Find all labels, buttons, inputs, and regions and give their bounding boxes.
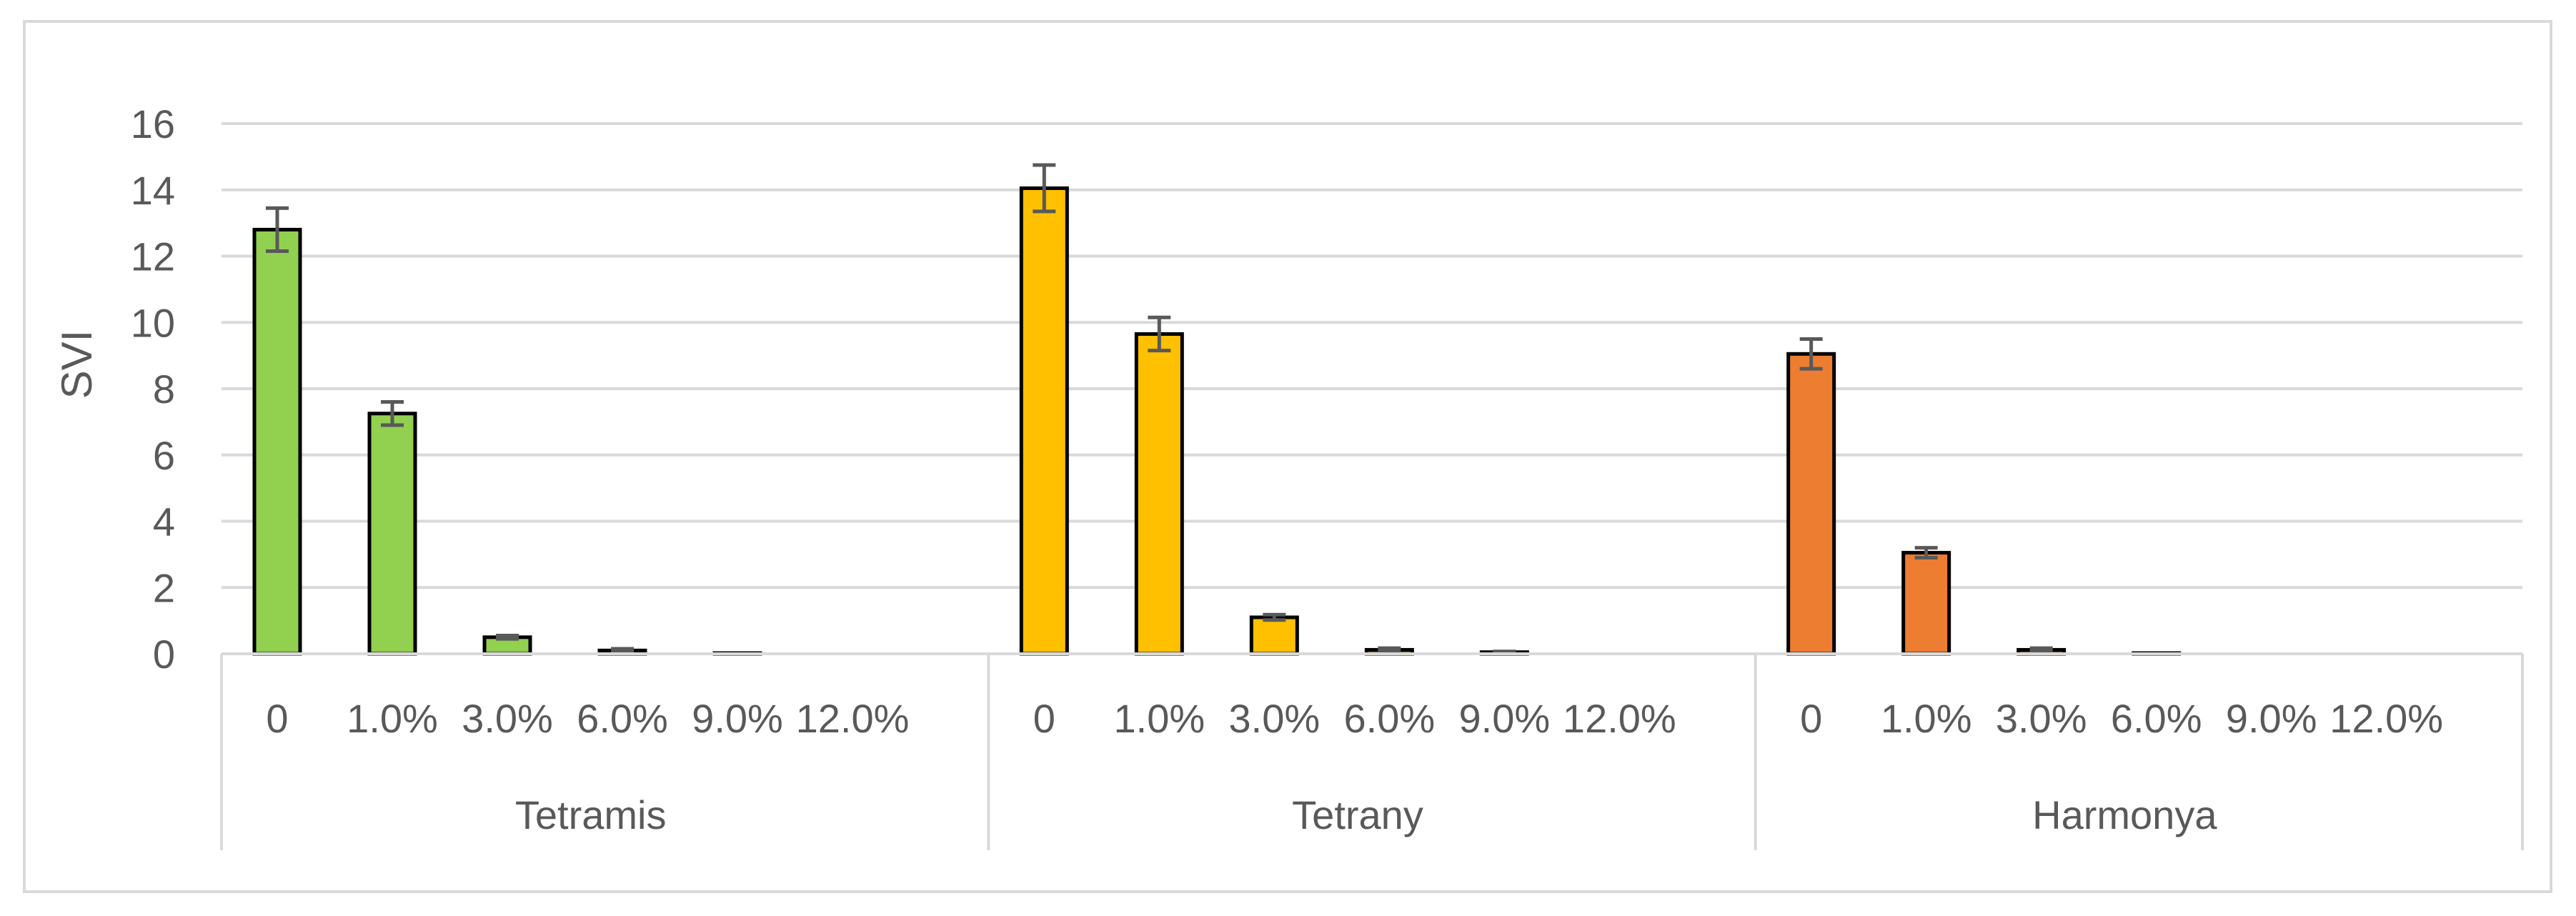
x-tick-label: 12.0% xyxy=(796,696,910,741)
x-tick-label: 3.0% xyxy=(462,696,553,741)
x-axis-group-labels: Tetramis Tetrany Harmonya xyxy=(515,792,2217,837)
y-axis-label: SVI xyxy=(53,330,101,399)
bar xyxy=(1019,186,1069,656)
error-bars xyxy=(266,163,2053,655)
x-tick-label: 3.0% xyxy=(1229,696,1321,741)
y-tick-label: 14 xyxy=(131,168,175,213)
y-tick-label: 6 xyxy=(153,433,175,478)
group-label: Harmonya xyxy=(2032,792,2217,837)
bars xyxy=(252,186,2182,656)
y-tick-label: 8 xyxy=(153,367,175,412)
x-tick-label: 12.0% xyxy=(2329,696,2443,741)
y-tick-label: 10 xyxy=(131,300,175,345)
bar xyxy=(367,412,417,656)
gridlines xyxy=(222,122,2522,589)
y-axis-ticks: 0 2 4 6 8 10 12 14 16 xyxy=(131,101,175,677)
x-tick-label: 0 xyxy=(1033,696,1055,741)
bar xyxy=(1786,352,1836,656)
x-tick-label: 1.0% xyxy=(347,696,438,741)
x-tick-label: 3.0% xyxy=(1996,696,2087,741)
x-tick-label: 12.0% xyxy=(1563,696,1676,741)
bar xyxy=(1901,551,1951,656)
x-tick-label: 6.0% xyxy=(1344,696,1436,741)
y-tick-label: 2 xyxy=(153,565,175,610)
x-tick-label: 6.0% xyxy=(2111,696,2202,741)
x-axis xyxy=(220,652,2524,850)
x-tick-label: 6.0% xyxy=(577,696,668,741)
group-label: Tetrany xyxy=(1292,792,1423,837)
bar xyxy=(252,227,302,656)
group-label: Tetramis xyxy=(515,792,667,837)
x-tick-label: 9.0% xyxy=(1459,696,1551,741)
bar xyxy=(1249,615,1299,656)
x-tick-label: 1.0% xyxy=(1114,696,1205,741)
bar xyxy=(1134,332,1184,656)
x-axis-tick-labels: 0 1.0% 3.0% 6.0% 9.0% 12.0% 0 1.0% 3.0% 6.0% 9.0% 1… xyxy=(266,696,2443,741)
x-tick-label: 1.0% xyxy=(1881,696,1972,741)
y-tick-label: 0 xyxy=(153,632,175,677)
y-tick-label: 12 xyxy=(131,234,175,279)
x-tick-label: 9.0% xyxy=(692,696,783,741)
chart-frame xyxy=(23,20,2552,893)
y-tick-label: 4 xyxy=(153,499,175,544)
x-tick-label: 0 xyxy=(266,696,288,741)
y-tick-label: 16 xyxy=(131,101,175,146)
x-tick-label: 9.0% xyxy=(2226,696,2317,741)
x-tick-label: 0 xyxy=(1800,696,1822,741)
